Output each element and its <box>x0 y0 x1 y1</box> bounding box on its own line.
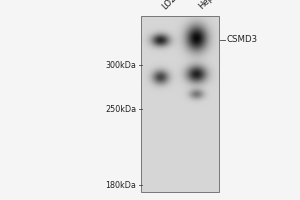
Text: 250kDa: 250kDa <box>105 104 136 114</box>
Text: 300kDa: 300kDa <box>106 60 136 70</box>
Text: HepG2: HepG2 <box>196 0 223 11</box>
Text: 180kDa: 180kDa <box>106 180 136 190</box>
Bar <box>141 16 219 192</box>
Text: CSMD3: CSMD3 <box>226 36 258 45</box>
Text: LO2: LO2 <box>160 0 178 11</box>
Bar <box>141 16 219 192</box>
